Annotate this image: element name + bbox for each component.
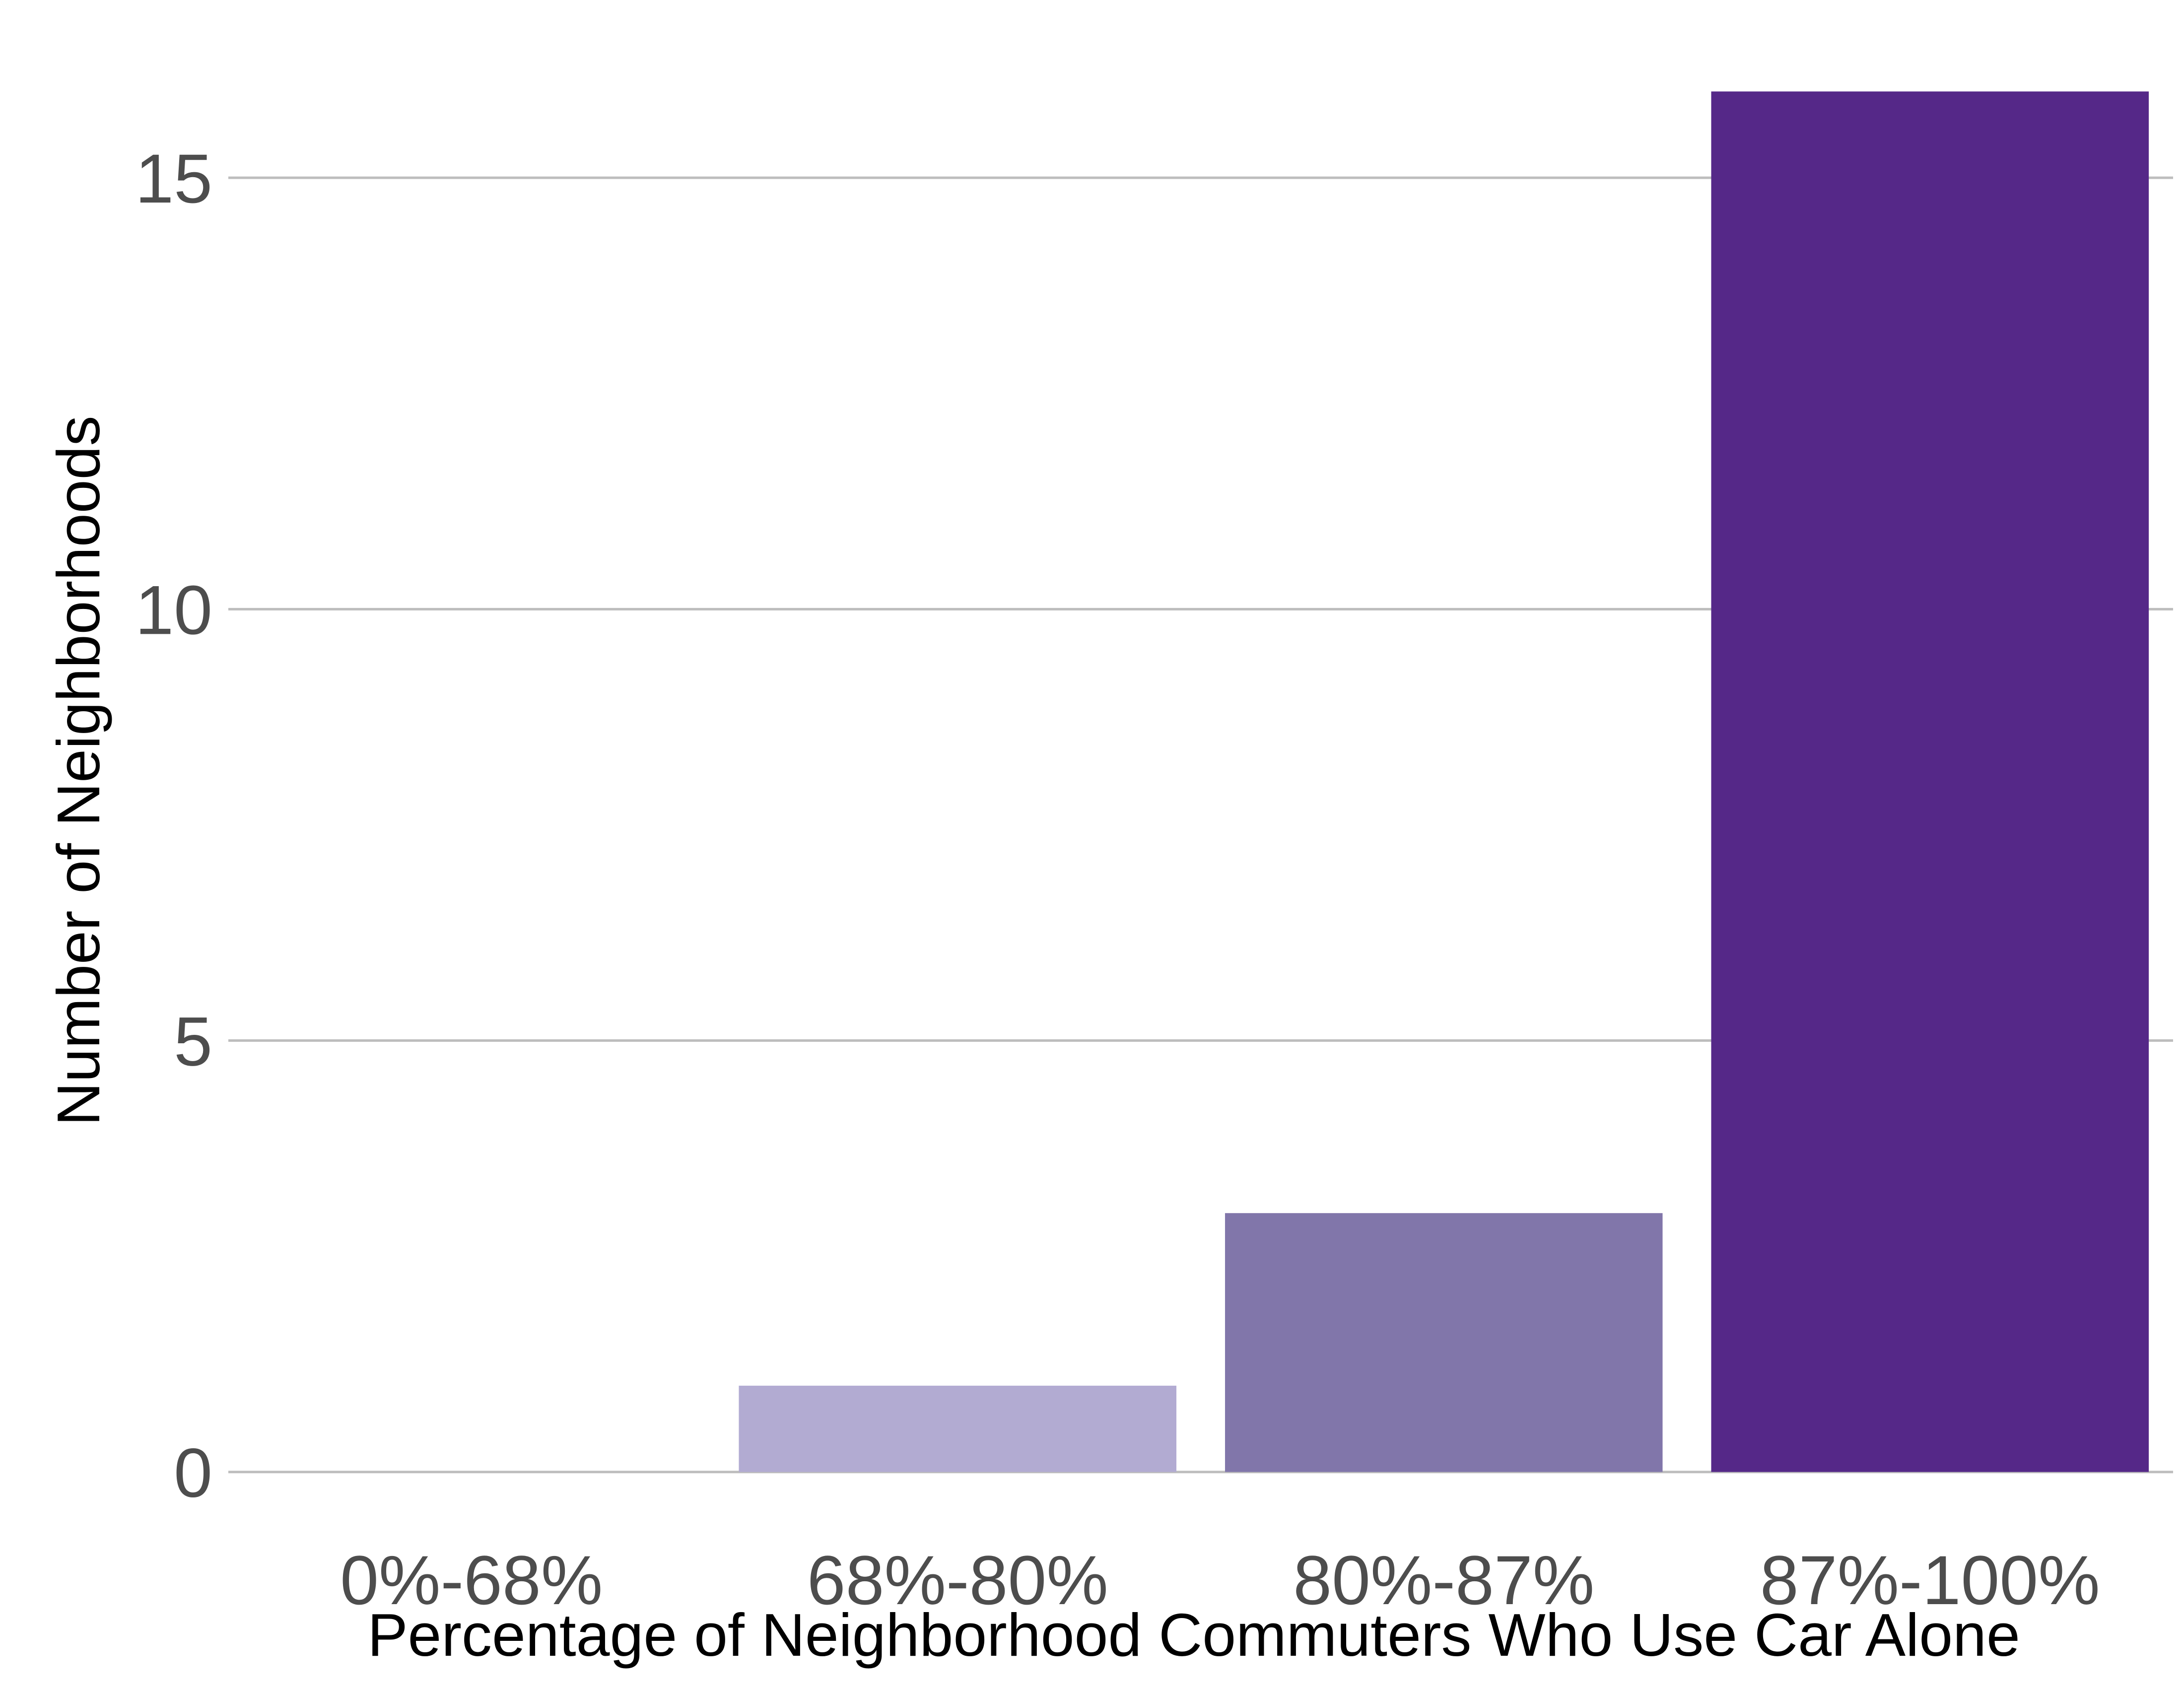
x-tick-label: 0%-68% bbox=[340, 1541, 603, 1619]
bar-3 bbox=[1225, 1213, 1663, 1472]
y-tick-label: 15 bbox=[135, 139, 212, 217]
x-axis-title: Percentage of Neighborhood Commuters Who… bbox=[367, 1601, 2020, 1669]
x-tick-label: 68%-80% bbox=[807, 1541, 1108, 1619]
bar-4 bbox=[1711, 91, 2149, 1472]
bar-2 bbox=[739, 1385, 1177, 1472]
y-tick-label: 10 bbox=[135, 571, 212, 649]
y-tick-labels: 0 5 10 15 bbox=[135, 139, 212, 1512]
bars bbox=[739, 91, 2149, 1472]
y-tick-label: 5 bbox=[174, 1003, 212, 1081]
x-tick-label: 87%-100% bbox=[1760, 1541, 2100, 1619]
y-tick-label: 0 bbox=[174, 1434, 212, 1512]
y-axis-title: Number of Neighborhoods bbox=[45, 416, 112, 1126]
x-tick-label: 80%-87% bbox=[1293, 1541, 1594, 1619]
x-tick-labels: 0%-68% 68%-80% 80%-87% 87%-100% bbox=[340, 1541, 2100, 1619]
